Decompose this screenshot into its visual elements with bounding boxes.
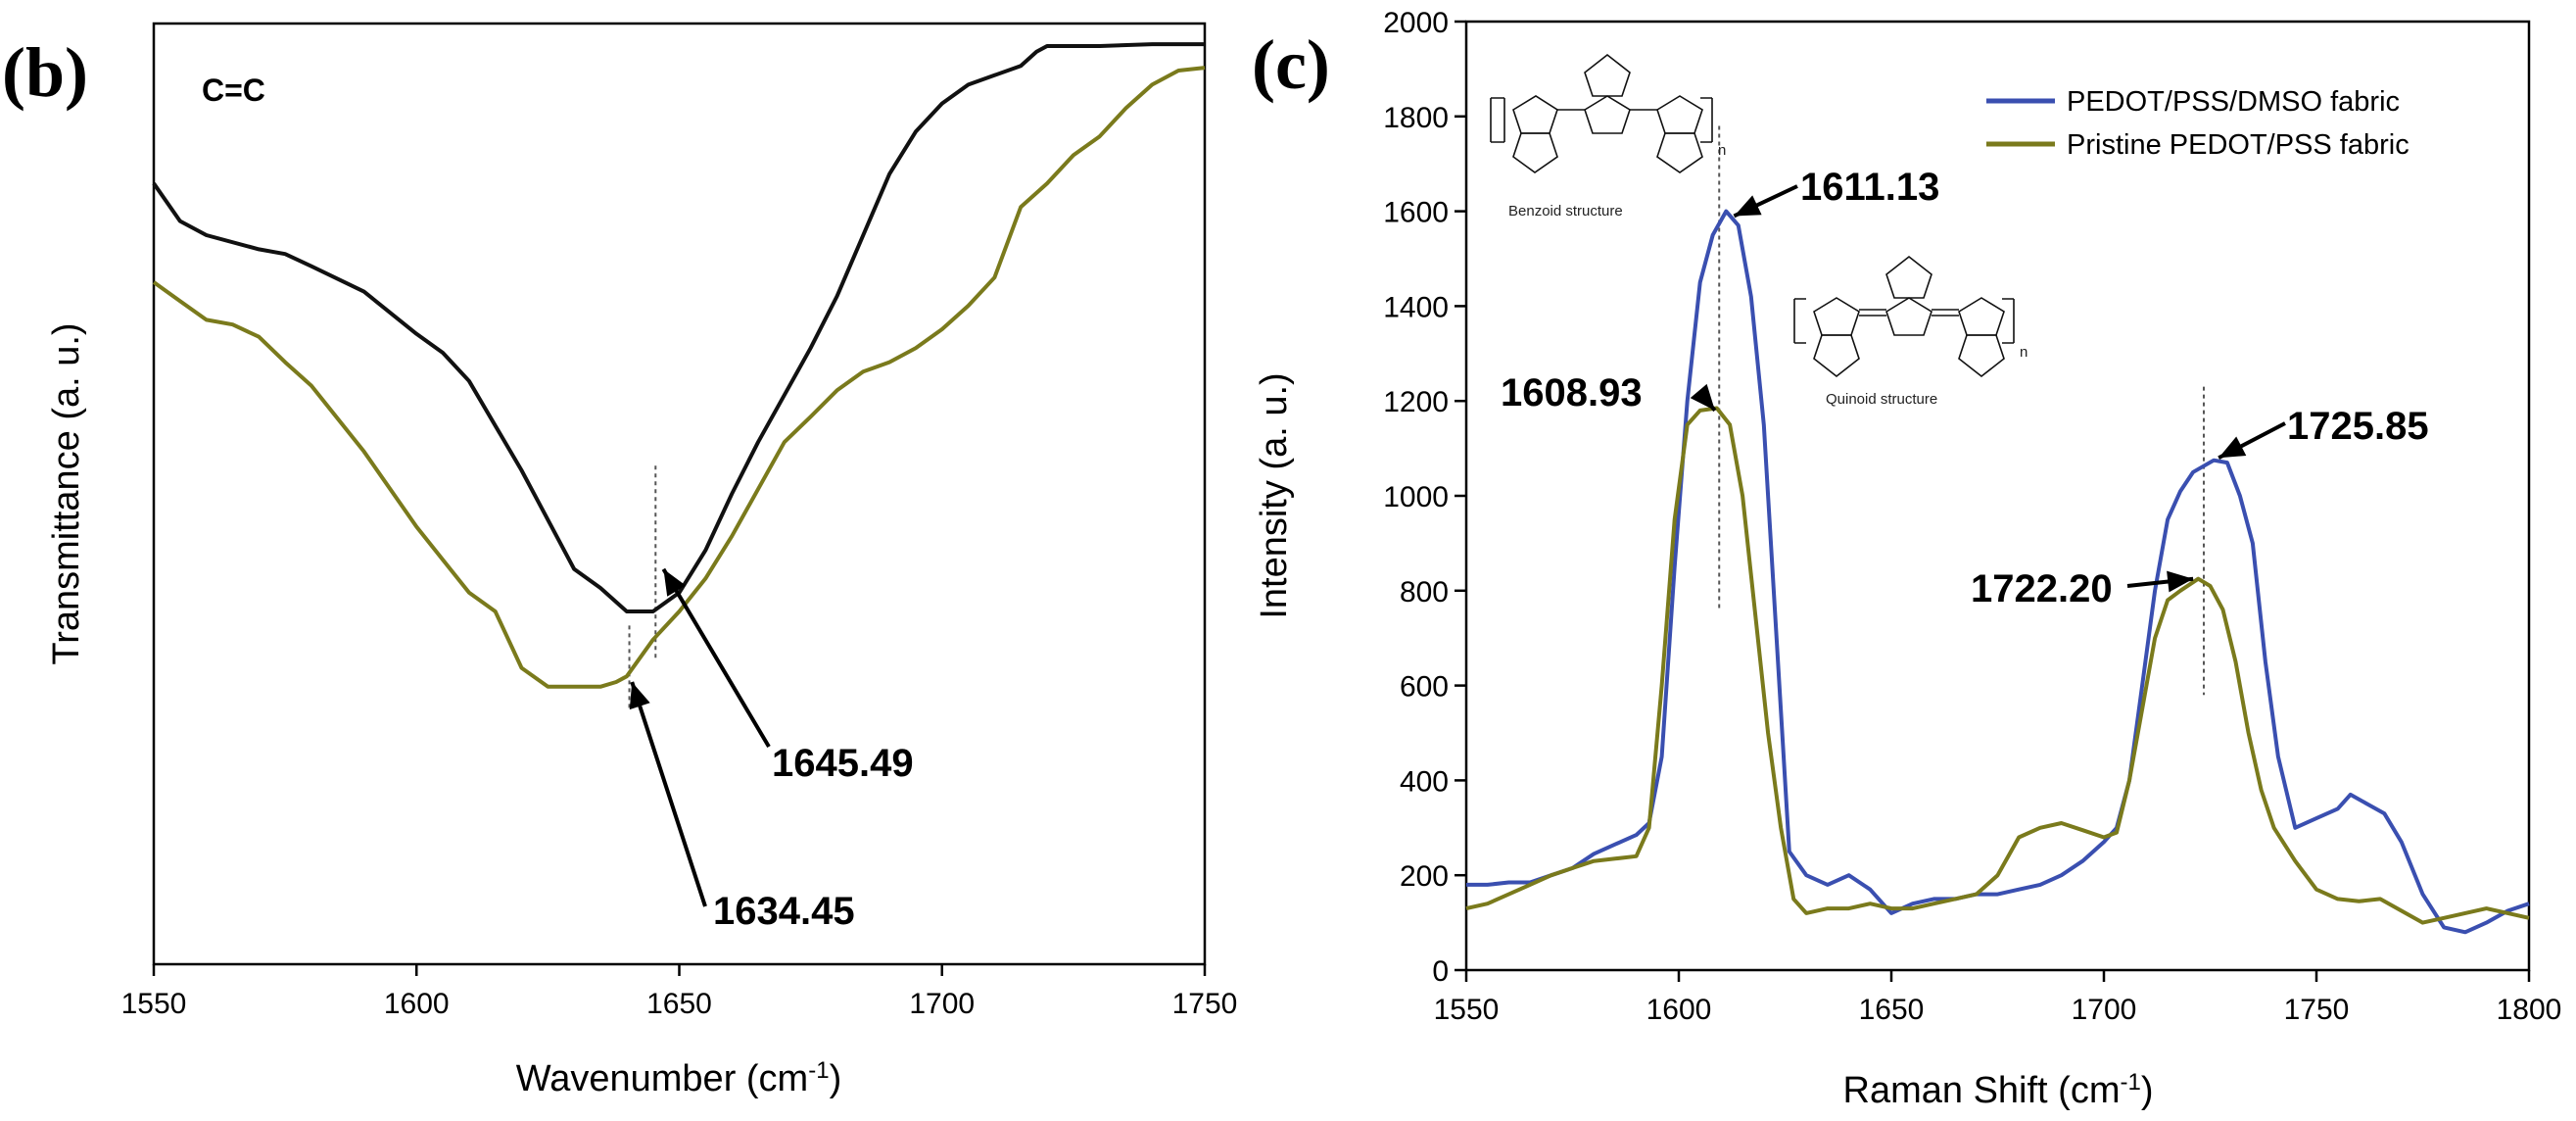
benzoid-dioxane-2 <box>1584 53 1631 97</box>
ftir-peak-guides <box>628 465 657 710</box>
annotation-arrowhead-10 <box>1734 195 1762 217</box>
quinoid-bracket-left <box>1793 298 1806 344</box>
annotation-arrow-1 <box>630 681 707 907</box>
raman-y-axis: 0 200 400 600 800 1000 1200 1400 1600 1800 2000 <box>1383 7 1466 988</box>
raman-x-tick-label: 1800 <box>2497 994 2562 1026</box>
ftir-bond-label: C=C <box>202 73 265 108</box>
raman-y-tick-label: 1600 <box>1383 197 1449 229</box>
raman-y-tick-label: 1000 <box>1383 481 1449 513</box>
benzoid-structure-diagram: n Benzoid structure <box>1490 53 1726 219</box>
raman-x-tick-label: 1550 <box>1434 994 1500 1026</box>
annotation-arrowhead-0 <box>663 568 687 597</box>
raman-series-line-dmso <box>1466 209 2530 935</box>
annotation-arrowhead-11 <box>1690 383 1715 411</box>
panel-b-letter: (b) <box>2 33 88 112</box>
ftir-x-tick-label: 1650 <box>646 988 712 1020</box>
raman-series-group <box>1465 209 2530 935</box>
raman-y-tick-label: 1800 <box>1383 102 1449 134</box>
annotation-label-11: 1608.93 <box>1501 371 1643 414</box>
quinoid-dioxane-2 <box>1885 255 1932 299</box>
raman-chart: 1550 1600 1650 1700 1750 1800 0 200 400 600 800 10… <box>1254 7 2561 1111</box>
raman-y-axis-label: Intensity (a. u.) <box>1254 372 1295 618</box>
quinoid-bracket-right <box>2002 298 2015 344</box>
raman-legend: PEDOT/PSS/DMSO fabric Pristine PEDOT/PSS… <box>1986 86 2409 161</box>
raman-x-axis: 1550 1600 1650 1700 1750 1800 <box>1434 970 2562 1026</box>
benzoid-ring-2 <box>1584 95 1631 134</box>
benzoid-bracket-left <box>1490 97 1505 143</box>
raman-y-tick-label: 600 <box>1400 671 1449 704</box>
panel-c-letter: (c) <box>1252 25 1330 104</box>
raman-y-tick-label: 1200 <box>1383 386 1449 418</box>
benzoid-caption: Benzoid structure <box>1508 203 1623 219</box>
raman-y-tick-label: 200 <box>1400 860 1449 893</box>
annotation-arrow-0 <box>661 567 771 749</box>
raman-x-tick-label: 1600 <box>1646 994 1712 1026</box>
ftir-series-line-black <box>152 42 1205 613</box>
annotation-label-10: 1611.13 <box>1800 166 1939 209</box>
ftir-x-axis-label: Wavenumber (cm-1) <box>516 1057 841 1100</box>
ftir-x-axis: 1550 1600 1650 1700 1750 <box>121 964 1238 1020</box>
annotation-label-1: 1634.45 <box>713 890 855 933</box>
raman-y-tick-label: 0 <box>1432 955 1449 988</box>
raman-y-tick-label: 800 <box>1400 576 1449 609</box>
ftir-x-tick-label: 1550 <box>121 988 187 1020</box>
raman-y-tick-label: 2000 <box>1383 7 1449 39</box>
quinoid-ring-1 <box>1813 297 1860 336</box>
legend-label-pristine: Pristine PEDOT/PSS fabric <box>2067 129 2409 161</box>
benzoid-dioxane-1 <box>1512 132 1558 173</box>
ftir-series-group <box>152 42 1206 689</box>
ftir-annotations: 1645.49 1634.45 <box>629 567 914 933</box>
benzoid-subscript: n <box>1718 142 1726 159</box>
ftir-x-tick-label: 1700 <box>909 988 975 1020</box>
quinoid-ring-3 <box>1958 297 2005 336</box>
ftir-series-line-olive <box>152 66 1206 689</box>
quinoid-ring-2 <box>1885 297 1932 336</box>
annotation-arrowhead-13 <box>2167 570 2194 593</box>
legend-label-dmso: PEDOT/PSS/DMSO fabric <box>2067 86 2400 118</box>
annotation-arrowhead-12 <box>2218 436 2247 459</box>
raman-x-tick-label: 1650 <box>1859 994 1925 1026</box>
ftir-x-tick-label: 1600 <box>384 988 450 1020</box>
raman-annotations: 1611.13 1608.93 1725.85 1722.20 <box>1501 166 2429 610</box>
ftir-chart: C=C 1550 1600 1650 1700 1750 1645.491634.45 … <box>46 22 1238 1100</box>
raman-plot-frame <box>1464 20 2531 972</box>
benzoid-ring-3 <box>1656 95 1703 134</box>
quinoid-dioxane-1 <box>1813 334 1860 378</box>
ftir-x-tick-label: 1750 <box>1172 988 1238 1020</box>
quinoid-caption: Quinoid structure <box>1826 391 1937 408</box>
raman-x-axis-label: Raman Shift (cm-1) <box>1843 1069 2154 1112</box>
quinoid-structure-diagram: n Quinoid structure <box>1793 255 2027 408</box>
raman-series-line-pristine <box>1465 406 2530 925</box>
raman-peak-guides <box>1718 125 2205 696</box>
benzoid-ring-1 <box>1512 95 1558 134</box>
ftir-y-axis-label: Transmittance (a. u.) <box>46 322 87 664</box>
annotation-arrowhead-1 <box>629 682 650 710</box>
quinoid-subscript: n <box>2020 344 2027 361</box>
annotation-label-13: 1722.20 <box>1971 567 2113 610</box>
annotation-label-12: 1725.85 <box>2287 405 2429 448</box>
quinoid-dioxane-3 <box>1958 334 2005 378</box>
benzoid-bracket-right <box>1700 97 1713 143</box>
raman-y-tick-label: 400 <box>1400 765 1449 798</box>
raman-x-tick-label: 1750 <box>2284 994 2350 1026</box>
benzoid-dioxane-3 <box>1656 132 1703 173</box>
annotation-label-0: 1645.49 <box>772 742 914 785</box>
raman-x-tick-label: 1700 <box>2072 994 2137 1026</box>
raman-y-tick-label: 1400 <box>1383 291 1449 323</box>
